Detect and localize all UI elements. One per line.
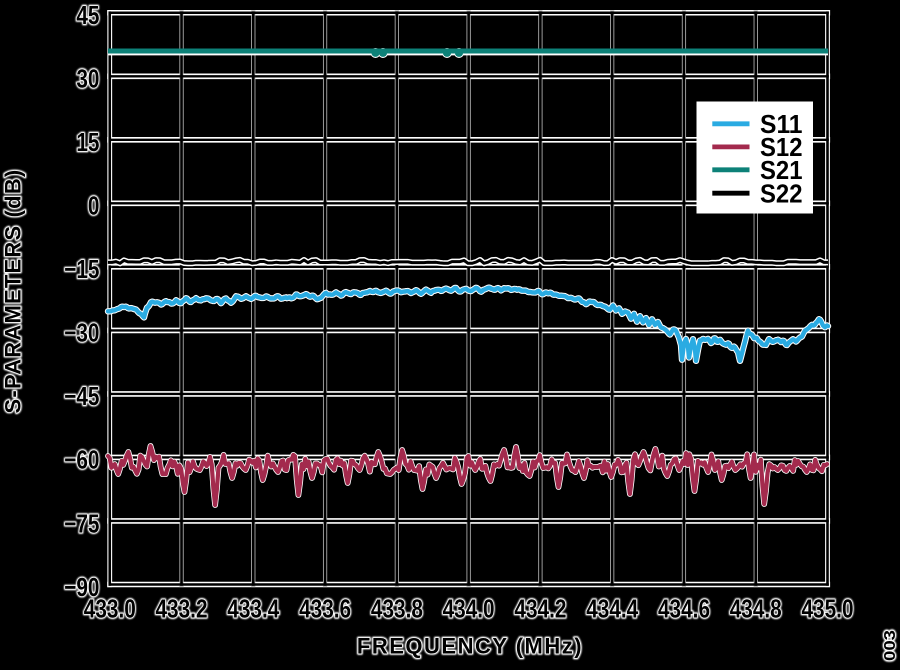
svg-text:434.2: 434.2 [514, 594, 566, 623]
svg-text:434.6: 434.6 [658, 594, 710, 623]
svg-text:434.4: 434.4 [586, 594, 638, 623]
svg-text:003: 003 [882, 630, 899, 661]
svg-text:−15: −15 [64, 255, 99, 284]
svg-text:003: 003 [882, 630, 899, 661]
svg-text:0: 0 [88, 191, 100, 220]
svg-text:434.8: 434.8 [730, 594, 782, 623]
svg-text:30: 30 [76, 64, 99, 93]
svg-text:433.4: 433.4 [227, 594, 279, 623]
svg-text:0: 0 [88, 191, 100, 220]
svg-text:433.6: 433.6 [299, 594, 351, 623]
svg-text:15: 15 [76, 128, 99, 157]
svg-text:−45: −45 [64, 382, 99, 411]
svg-text:435.0: 435.0 [801, 594, 853, 623]
svg-text:S21: S21 [760, 155, 803, 185]
svg-text:433.4: 433.4 [227, 594, 279, 623]
svg-text:434.8: 434.8 [730, 594, 782, 623]
svg-text:434.6: 434.6 [658, 594, 710, 623]
svg-text:30: 30 [76, 64, 99, 93]
svg-text:433.6: 433.6 [299, 594, 351, 623]
svg-text:433.2: 433.2 [155, 594, 207, 623]
svg-text:S11: S11 [760, 109, 803, 139]
svg-text:−75: −75 [64, 509, 99, 538]
svg-text:−60: −60 [64, 446, 99, 475]
svg-text:45: 45 [76, 1, 99, 30]
svg-text:−90: −90 [64, 573, 99, 602]
svg-text:433.8: 433.8 [371, 594, 423, 623]
svg-text:433.2: 433.2 [155, 594, 207, 623]
svg-text:−75: −75 [64, 509, 99, 538]
svg-text:S-PARAMETERS (dB): S-PARAMETERS (dB) [1, 169, 26, 414]
svg-text:FREQUENCY (MHz): FREQUENCY (MHz) [357, 634, 583, 659]
svg-text:S-PARAMETERS (dB): S-PARAMETERS (dB) [1, 169, 26, 414]
svg-text:433.0: 433.0 [84, 594, 136, 623]
svg-text:FREQUENCY (MHz): FREQUENCY (MHz) [357, 634, 583, 659]
svg-text:434.4: 434.4 [586, 594, 638, 623]
svg-text:434.2: 434.2 [514, 594, 566, 623]
svg-text:435.0: 435.0 [801, 594, 853, 623]
svg-text:S12: S12 [760, 132, 803, 162]
svg-text:−60: −60 [64, 446, 99, 475]
svg-text:433.0: 433.0 [84, 594, 136, 623]
svg-text:434.0: 434.0 [443, 594, 495, 623]
svg-text:S22: S22 [760, 179, 803, 209]
svg-text:434.0: 434.0 [443, 594, 495, 623]
svg-text:45: 45 [76, 1, 99, 30]
svg-text:−30: −30 [64, 319, 99, 348]
svg-text:433.8: 433.8 [371, 594, 423, 623]
svg-text:−15: −15 [64, 255, 99, 284]
svg-text:−30: −30 [64, 319, 99, 348]
svg-text:15: 15 [76, 128, 99, 157]
svg-text:−45: −45 [64, 382, 99, 411]
svg-text:−90: −90 [64, 573, 99, 602]
